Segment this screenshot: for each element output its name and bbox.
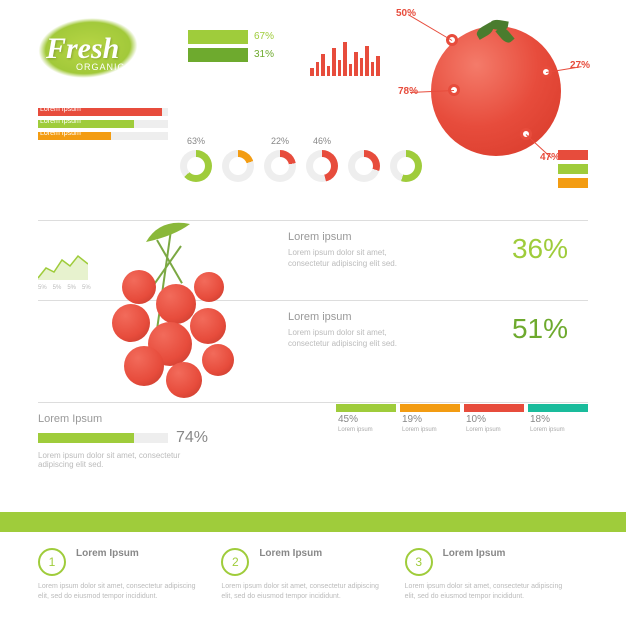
stacked-label-0: 67% <box>254 30 274 44</box>
hbar-row: Lorem Ipsum <box>38 132 168 140</box>
footer-col: 1Lorem IpsumLorem ipsum dolor sit amet, … <box>38 548 221 618</box>
tinybar <box>332 48 336 76</box>
donut-label: 22% <box>264 136 296 146</box>
donut-chart <box>180 150 212 182</box>
donut-chart <box>348 150 380 182</box>
horizontal-bars: Lorem Ipsum Lorem Ipsum Lorem Ipsum <box>38 108 168 144</box>
metric-sub: Lorem ipsum <box>464 427 524 433</box>
tinybar <box>327 66 331 76</box>
stacked-bar-chart <box>188 30 248 80</box>
hbar-label: Lorem Ipsum <box>40 106 81 113</box>
tinybar <box>321 54 325 76</box>
tinybar <box>376 56 380 76</box>
footer-columns: 1Lorem IpsumLorem ipsum dolor sit amet, … <box>0 532 626 626</box>
metric-bar <box>336 404 396 412</box>
hbar-label: Lorem Ipsum <box>40 130 81 137</box>
green-band <box>0 512 626 532</box>
color-legend <box>558 150 588 190</box>
stacked-bar-0 <box>188 30 248 44</box>
metric-bar <box>464 404 524 412</box>
tinybar <box>354 52 358 76</box>
tinybar <box>338 60 342 76</box>
stat-pct: 51% <box>512 313 568 345</box>
stat-title: Lorem ipsum <box>288 311 418 323</box>
donut-hole <box>271 157 289 175</box>
donut-chart <box>222 150 254 182</box>
stacked-bar-1 <box>188 48 248 62</box>
metric-bar <box>528 404 588 412</box>
metric-box: 10%Lorem ipsum <box>464 404 524 446</box>
stat-lorem: Lorem ipsum dolor sit amet, consectetur … <box>288 327 418 349</box>
metric-sub: Lorem ipsum <box>400 427 460 433</box>
metric-pct: 10% <box>464 412 524 427</box>
metric-boxes: 45%Lorem ipsum19%Lorem ipsum10%Lorem ips… <box>336 404 588 446</box>
donut-label: 46% <box>306 136 338 146</box>
donut-hole <box>313 157 331 175</box>
metric-pct: 19% <box>400 412 460 427</box>
metric-sub: Lorem ipsum <box>336 427 396 433</box>
donut-hole <box>355 157 373 175</box>
metric-sub: Lorem ipsum <box>528 427 588 433</box>
hbar-row: Lorem Ipsum <box>38 120 168 128</box>
metric-box: 45%Lorem ipsum <box>336 404 396 446</box>
donut-chart <box>306 150 338 182</box>
progress-lorem: Lorem ipsum dolor sit amet, consectetur … <box>38 451 218 469</box>
tinybar <box>316 62 320 76</box>
stat-title: Lorem ipsum <box>288 231 418 243</box>
fresh-logo: Fresh ORGANIC <box>38 18 158 88</box>
metric-pct: 18% <box>528 412 588 427</box>
metric-pct: 45% <box>336 412 396 427</box>
hbar-label: Lorem Ipsum <box>40 118 81 125</box>
progress-bar <box>38 433 168 443</box>
donut-hole <box>397 157 415 175</box>
metric-box: 18%Lorem ipsum <box>528 404 588 446</box>
donut-chart <box>390 150 422 182</box>
metric-bar <box>400 404 460 412</box>
stacked-bar-labels: 67% 31% <box>254 30 274 66</box>
progress-fill <box>38 433 134 443</box>
currant-illustration <box>100 230 250 400</box>
tinybar <box>343 42 347 76</box>
footer-col: 2Lorem IpsumLorem ipsum dolor sit amet, … <box>221 548 404 618</box>
footer-col: 3Lorem IpsumLorem ipsum dolor sit amet, … <box>405 548 588 618</box>
hbar-row: Lorem Ipsum <box>38 108 168 116</box>
step-number: 1 <box>38 548 66 576</box>
tinybar <box>310 68 314 76</box>
donut-hole <box>187 157 205 175</box>
metric-box: 19%Lorem ipsum <box>400 404 460 446</box>
donut-hole <box>229 157 247 175</box>
footer-body: Lorem ipsum dolor sit amet, consectetur … <box>405 576 568 602</box>
footer-body: Lorem ipsum dolor sit amet, consectetur … <box>38 576 201 602</box>
stat-pct: 36% <box>512 233 568 265</box>
tomato-stem <box>476 18 510 46</box>
donut-chart <box>264 150 296 182</box>
stat-lorem: Lorem ipsum dolor sit amet, consectetur … <box>288 247 418 269</box>
progress-pct: 74% <box>176 429 208 447</box>
tinybar <box>349 64 353 76</box>
tinybar <box>360 58 364 76</box>
stacked-label-1: 31% <box>254 48 274 62</box>
step-number: 2 <box>221 548 249 576</box>
step-number: 3 <box>405 548 433 576</box>
mini-bar-chart <box>310 32 380 76</box>
tinybar <box>371 62 375 76</box>
tinybar <box>365 46 369 76</box>
donut-label: 63% <box>180 136 212 146</box>
logo-subtitle: ORGANIC <box>76 62 125 72</box>
footer-body: Lorem ipsum dolor sit amet, consectetur … <box>221 576 384 602</box>
logo-title: Fresh <box>46 32 119 66</box>
